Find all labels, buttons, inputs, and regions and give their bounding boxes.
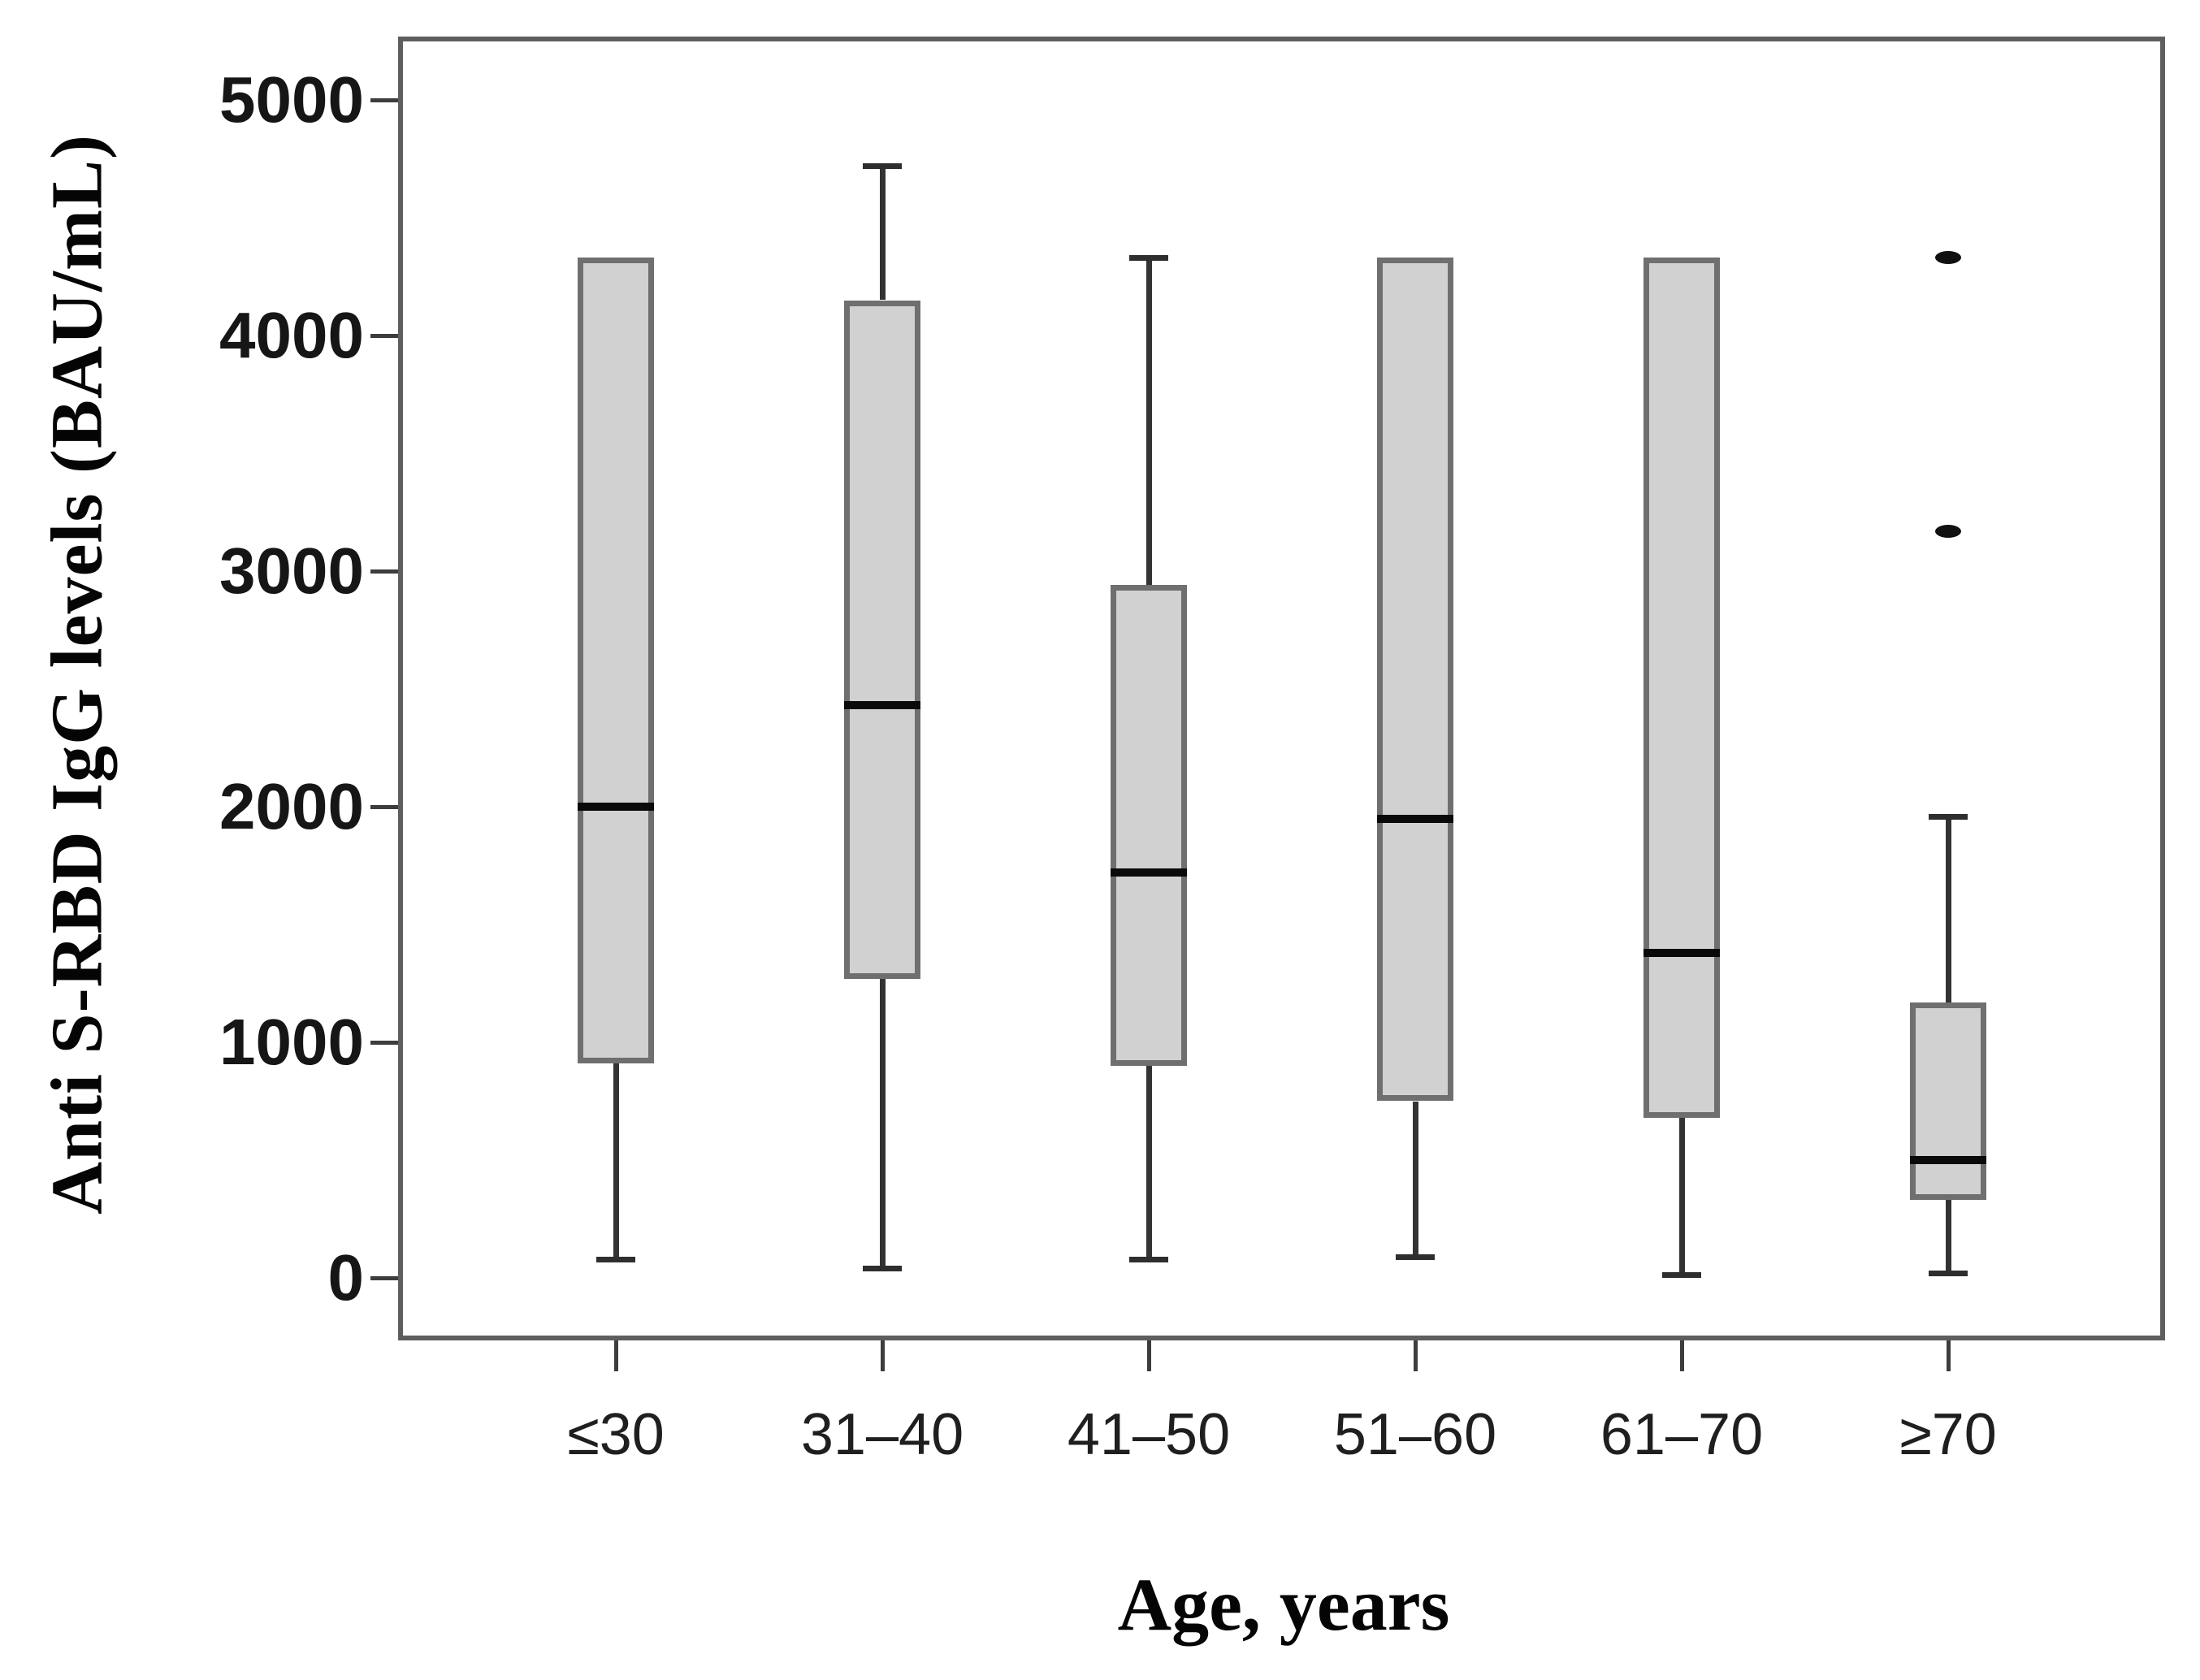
y-tick-label: 0 (327, 1241, 365, 1314)
x-tick-mark (1147, 1340, 1151, 1371)
outlier-dot (1935, 524, 1961, 538)
upper-whisker-cap (863, 163, 902, 170)
x-tick-label: 41–50 (1067, 1402, 1231, 1467)
upper-whisker-line (880, 166, 886, 301)
x-tick-label: 51–60 (1333, 1402, 1497, 1467)
box-iqr (578, 258, 654, 1064)
lower-whisker-line (880, 978, 886, 1269)
y-axis-title: Anti S-RBD IgG levels (BAU/mL) (37, 134, 118, 1215)
lower-whisker-cap (1929, 1271, 1968, 1277)
lower-whisker-line (1679, 1117, 1685, 1275)
y-tick-label: 4000 (219, 299, 364, 371)
y-tick-mark (370, 569, 398, 574)
y-tick-label: 1000 (219, 1006, 364, 1078)
lower-whisker-cap (863, 1266, 902, 1272)
lower-whisker-line (1146, 1066, 1152, 1259)
x-tick-label: ≥70 (1899, 1402, 1997, 1467)
lower-whisker-cap (596, 1256, 635, 1262)
box-iqr (1377, 258, 1453, 1102)
x-tick-mark (881, 1340, 885, 1371)
lower-whisker-line (613, 1063, 619, 1259)
x-tick-mark (1947, 1340, 1951, 1371)
x-tick-mark (614, 1340, 618, 1371)
y-tick-label: 5000 (219, 63, 364, 136)
y-tick-label: 2000 (219, 770, 364, 842)
x-tick-mark (1414, 1340, 1418, 1371)
y-tick-mark (370, 805, 398, 809)
x-tick-mark (1680, 1340, 1684, 1371)
upper-whisker-line (1146, 258, 1152, 586)
y-tick-mark (370, 98, 398, 102)
plot-area (398, 37, 2165, 1340)
lower-whisker-line (1413, 1101, 1418, 1257)
y-tick-mark (370, 1276, 398, 1280)
y-tick-mark (370, 334, 398, 338)
lower-whisker-cap (1129, 1256, 1168, 1262)
median-line (1910, 1156, 1986, 1164)
upper-whisker-cap (1129, 255, 1168, 262)
box-iqr (1111, 585, 1187, 1066)
box-iqr (1910, 1002, 1986, 1201)
y-tick-mark (370, 1041, 398, 1045)
outlier-dot (1935, 251, 1961, 265)
lower-whisker-cap (1396, 1254, 1435, 1260)
lower-whisker-line (1946, 1200, 1951, 1274)
median-line (1111, 868, 1187, 877)
median-line (1644, 948, 1720, 957)
box-iqr (844, 300, 920, 979)
x-tick-label: 31–40 (800, 1402, 964, 1467)
median-line (1377, 814, 1453, 823)
upper-whisker-cap (1929, 813, 1968, 820)
median-line (578, 803, 654, 811)
y-tick-label: 3000 (219, 535, 364, 607)
x-axis-title: Age, years (1117, 1563, 1450, 1646)
lower-whisker-cap (1662, 1271, 1701, 1278)
x-tick-label: ≤30 (567, 1402, 665, 1467)
x-tick-label: 61–70 (1600, 1402, 1764, 1467)
upper-whisker-line (1946, 816, 1951, 1002)
box-iqr (1644, 258, 1720, 1118)
median-line (844, 701, 920, 710)
